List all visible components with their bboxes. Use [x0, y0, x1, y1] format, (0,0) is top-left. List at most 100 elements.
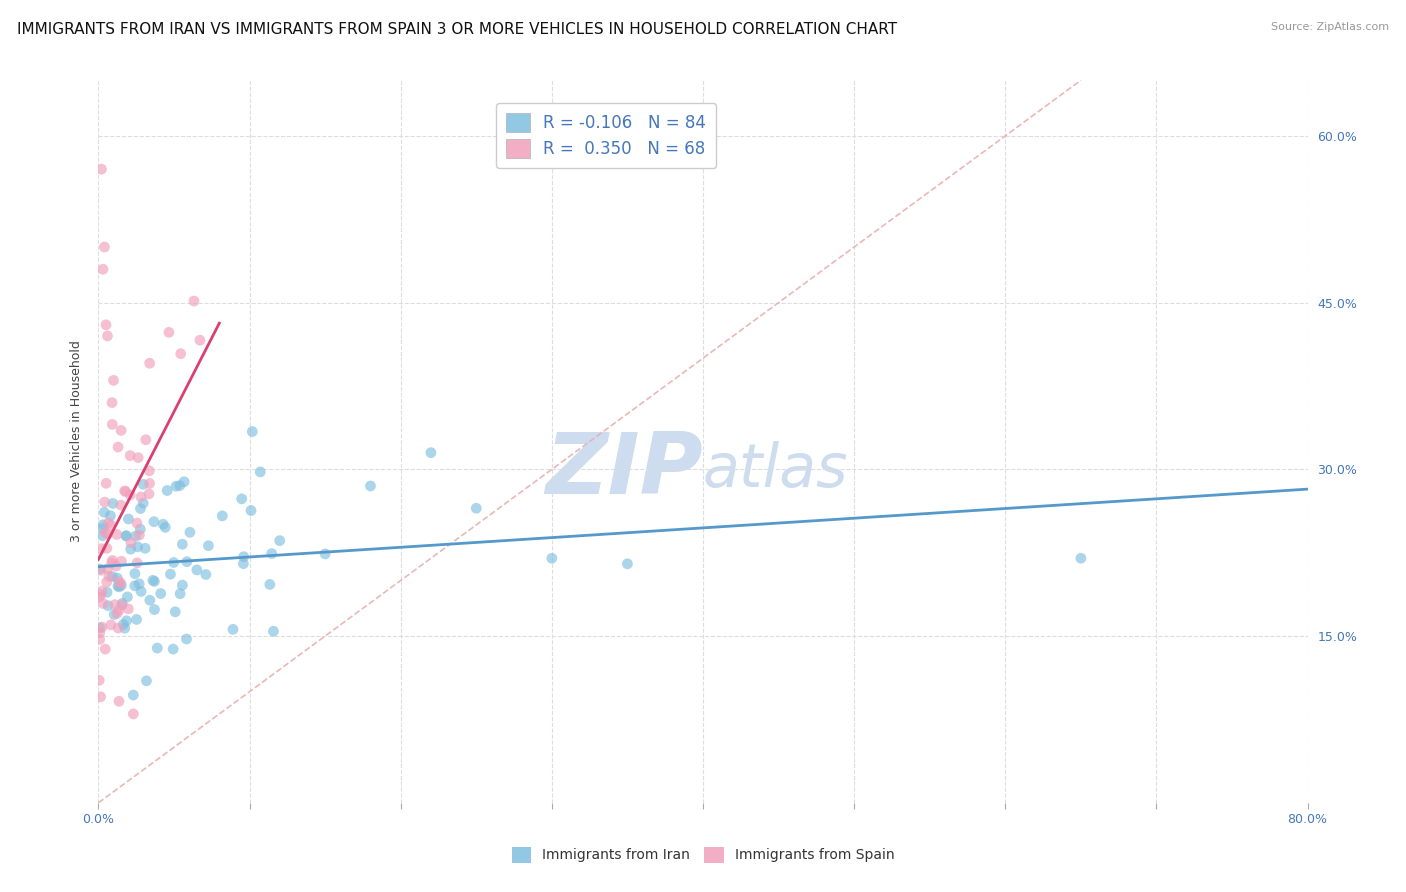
Point: [91, 620, 114, 634]
Point: [156, 483, 179, 498]
Point: [89, 562, 111, 576]
Point: [135, 433, 157, 447]
Point: [165, 479, 187, 493]
Point: [97, 599, 120, 613]
Point: [465, 501, 488, 516]
Point: [360, 479, 382, 493]
Point: [89, 673, 111, 688]
Point: [100, 556, 122, 570]
Point: [103, 607, 125, 622]
Point: [260, 547, 283, 561]
Point: [94, 525, 117, 540]
Point: [110, 554, 132, 568]
Point: [110, 424, 132, 438]
Point: [101, 569, 124, 583]
Point: [143, 574, 166, 589]
Point: [155, 520, 177, 534]
Point: [169, 587, 191, 601]
Point: [114, 484, 136, 499]
Point: [89, 621, 111, 635]
Y-axis label: 3 or more Vehicles in Household: 3 or more Vehicles in Household: [70, 341, 83, 542]
Text: IMMIGRANTS FROM IRAN VS IMMIGRANTS FROM SPAIN 3 OR MORE VEHICLES IN HOUSEHOLD CO: IMMIGRANTS FROM IRAN VS IMMIGRANTS FROM …: [17, 22, 897, 37]
Point: [120, 488, 142, 502]
Point: [540, 551, 562, 566]
Point: [107, 440, 129, 454]
Point: [120, 449, 142, 463]
Point: [115, 529, 138, 543]
Point: [107, 579, 129, 593]
Point: [112, 617, 135, 632]
Point: [104, 598, 127, 612]
Point: [124, 579, 146, 593]
Point: [97, 516, 120, 530]
Point: [90, 588, 112, 602]
Point: [115, 614, 138, 628]
Point: [165, 605, 187, 619]
Point: [157, 326, 180, 340]
Point: [122, 688, 145, 702]
Point: [101, 553, 124, 567]
Point: [162, 642, 184, 657]
Point: [111, 596, 134, 610]
Point: [96, 585, 118, 599]
Point: [132, 496, 155, 510]
Point: [97, 527, 120, 541]
Text: ZIP: ZIP: [546, 429, 703, 512]
Point: [90, 541, 112, 556]
Point: [176, 555, 198, 569]
Point: [159, 567, 181, 582]
Point: [186, 563, 208, 577]
Point: [142, 574, 165, 588]
Point: [122, 706, 145, 721]
Point: [183, 293, 205, 308]
Point: [96, 476, 118, 491]
Point: [129, 501, 152, 516]
Point: [89, 625, 111, 640]
Point: [172, 578, 194, 592]
Point: [114, 621, 136, 635]
Point: [91, 521, 114, 535]
Point: [128, 577, 150, 591]
Point: [89, 632, 111, 647]
Point: [100, 508, 122, 523]
Point: [125, 612, 148, 626]
Text: atlas: atlas: [703, 442, 848, 500]
Point: [110, 578, 132, 592]
Point: [173, 475, 195, 489]
Point: [120, 535, 142, 549]
Point: [91, 597, 114, 611]
Point: [124, 529, 146, 543]
Point: [152, 517, 174, 532]
Point: [262, 624, 284, 639]
Point: [232, 549, 254, 564]
Point: [96, 541, 118, 556]
Point: [96, 329, 118, 343]
Point: [127, 450, 149, 465]
Point: [194, 567, 217, 582]
Point: [90, 690, 112, 704]
Point: [249, 465, 271, 479]
Point: [211, 508, 233, 523]
Point: [172, 537, 194, 551]
Point: [259, 577, 281, 591]
Point: [103, 373, 125, 387]
Point: [616, 557, 638, 571]
Point: [146, 641, 169, 656]
Point: [111, 598, 134, 612]
Point: [117, 512, 139, 526]
Point: [134, 541, 156, 556]
Point: [142, 515, 165, 529]
Point: [96, 575, 118, 590]
Point: [170, 346, 193, 360]
Point: [117, 602, 139, 616]
Point: [105, 571, 128, 585]
Point: [127, 556, 149, 570]
Point: [91, 517, 114, 532]
Point: [101, 395, 124, 409]
Legend: Immigrants from Iran, Immigrants from Spain: Immigrants from Iran, Immigrants from Sp…: [506, 841, 900, 868]
Point: [125, 516, 148, 530]
Point: [138, 487, 160, 501]
Point: [138, 356, 160, 370]
Point: [108, 574, 131, 589]
Point: [120, 542, 142, 557]
